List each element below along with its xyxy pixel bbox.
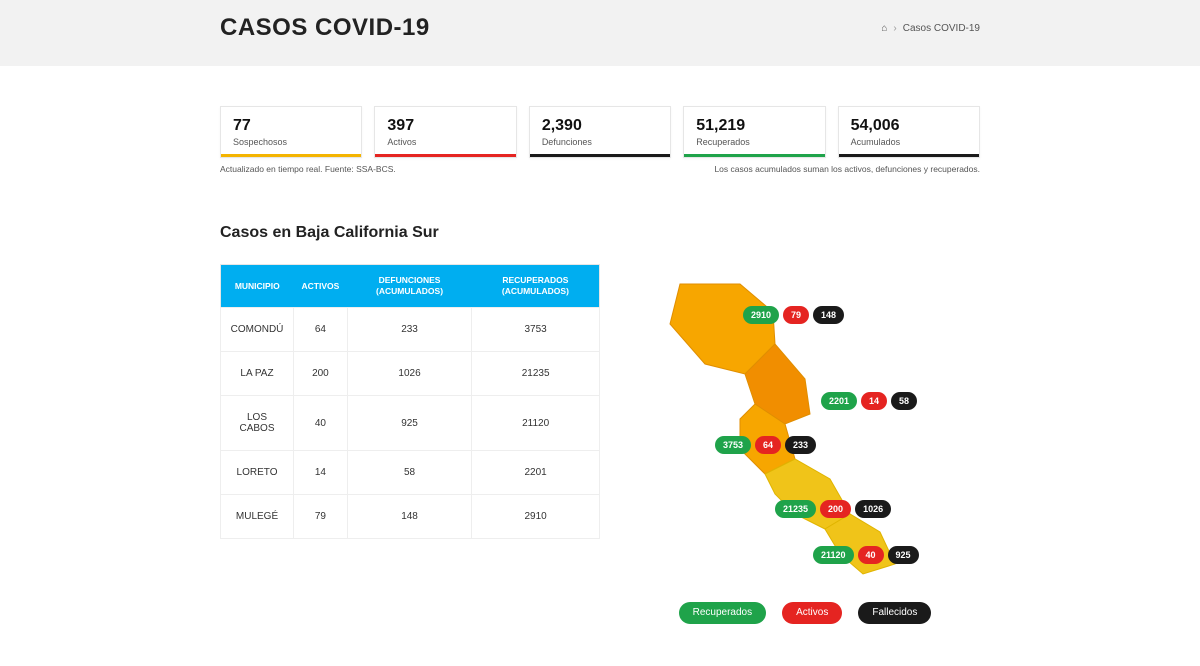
- stat-value: 397: [387, 117, 503, 135]
- table-row: LOS CABOS4092521120: [221, 396, 600, 451]
- stat-label: Acumulados: [851, 137, 967, 147]
- pill-active: 200: [820, 500, 851, 518]
- map-legend: Recuperados Activos Fallecidos: [630, 602, 980, 624]
- pill-deaths: 925: [888, 546, 919, 564]
- stat-card: 51,219 Recuperados: [683, 106, 825, 158]
- stat-card: 397 Activos: [374, 106, 516, 158]
- table-cell: 79: [294, 495, 348, 539]
- pill-recovered: 21235: [775, 500, 816, 518]
- breadcrumb-current: Casos COVID-19: [903, 23, 980, 34]
- map-pill-group: 291079148: [743, 306, 844, 324]
- pill-deaths: 233: [785, 436, 816, 454]
- table-cell: 3753: [472, 308, 600, 352]
- stat-label: Defunciones: [542, 137, 658, 147]
- table-cell: COMONDÚ: [221, 308, 294, 352]
- table-row: LA PAZ200102621235: [221, 352, 600, 396]
- pill-deaths: 1026: [855, 500, 891, 518]
- municipality-table: MUNICIPIOACTIVOSDEFUNCIONES (ACUMULADOS)…: [220, 264, 600, 539]
- table-cell: 21235: [472, 352, 600, 396]
- stat-label: Activos: [387, 137, 503, 147]
- map-pill-group: 375364233: [715, 436, 816, 454]
- stat-value: 51,219: [696, 117, 812, 135]
- table-cell: 2910: [472, 495, 600, 539]
- stat-label: Recuperados: [696, 137, 812, 147]
- table-header: MUNICIPIO: [221, 265, 294, 308]
- table-cell: 40: [294, 396, 348, 451]
- table-cell: 925: [347, 396, 471, 451]
- pill-recovered: 2201: [821, 392, 857, 410]
- stats-note-left: Actualizado en tiempo real. Fuente: SSA-…: [220, 164, 396, 174]
- pill-active: 64: [755, 436, 781, 454]
- stat-card: 77 Sospechosos: [220, 106, 362, 158]
- stats-note-right: Los casos acumulados suman los activos, …: [714, 164, 980, 174]
- legend-recovered: Recuperados: [679, 602, 766, 624]
- table-cell: 21120: [472, 396, 600, 451]
- map-pill-group: 212352001026: [775, 500, 891, 518]
- table-cell: LA PAZ: [221, 352, 294, 396]
- region-loscabos: [825, 514, 895, 574]
- table-cell: 233: [347, 308, 471, 352]
- stat-card: 2,390 Defunciones: [529, 106, 671, 158]
- table-cell: 200: [294, 352, 348, 396]
- stat-value: 77: [233, 117, 349, 135]
- table-cell: 14: [294, 451, 348, 495]
- region-lapaz: [765, 459, 850, 529]
- breadcrumb: ⌂ › Casos COVID-19: [881, 23, 980, 34]
- table-header: DEFUNCIONES (ACUMULADOS): [347, 265, 471, 308]
- map-pill-group: 2112040925: [813, 546, 919, 564]
- table-cell: 2201: [472, 451, 600, 495]
- table-cell: LOS CABOS: [221, 396, 294, 451]
- map-pill-group: 22011458: [821, 392, 917, 410]
- table-cell: 58: [347, 451, 471, 495]
- legend-active: Activos: [782, 602, 842, 624]
- stat-card: 54,006 Acumulados: [838, 106, 980, 158]
- table-header: ACTIVOS: [294, 265, 348, 308]
- pill-deaths: 58: [891, 392, 917, 410]
- pill-recovered: 3753: [715, 436, 751, 454]
- stats-row: 77 Sospechosos 397 Activos 2,390 Defunciones 5…: [220, 106, 980, 158]
- breadcrumb-sep: ›: [893, 23, 896, 34]
- table-cell: 148: [347, 495, 471, 539]
- table-cell: 1026: [347, 352, 471, 396]
- pill-recovered: 2910: [743, 306, 779, 324]
- stat-label: Sospechosos: [233, 137, 349, 147]
- stat-value: 54,006: [851, 117, 967, 135]
- table-row: LORETO14582201: [221, 451, 600, 495]
- pill-recovered: 21120: [813, 546, 854, 564]
- section-title: Casos en Baja California Sur: [220, 224, 980, 242]
- region-map: 2910791482201145837536423321235200102621…: [645, 264, 965, 584]
- pill-active: 14: [861, 392, 887, 410]
- table-row: COMONDÚ642333753: [221, 308, 600, 352]
- table-row: MULEGÉ791482910: [221, 495, 600, 539]
- pill-active: 40: [858, 546, 884, 564]
- legend-deaths: Fallecidos: [858, 602, 931, 624]
- table-cell: MULEGÉ: [221, 495, 294, 539]
- table-header: RECUPERADOS (ACUMULADOS): [472, 265, 600, 308]
- home-icon[interactable]: ⌂: [881, 23, 887, 34]
- stat-value: 2,390: [542, 117, 658, 135]
- table-cell: 64: [294, 308, 348, 352]
- pill-active: 79: [783, 306, 809, 324]
- table-cell: LORETO: [221, 451, 294, 495]
- pill-deaths: 148: [813, 306, 844, 324]
- page-title: CASOS COVID-19: [220, 14, 430, 42]
